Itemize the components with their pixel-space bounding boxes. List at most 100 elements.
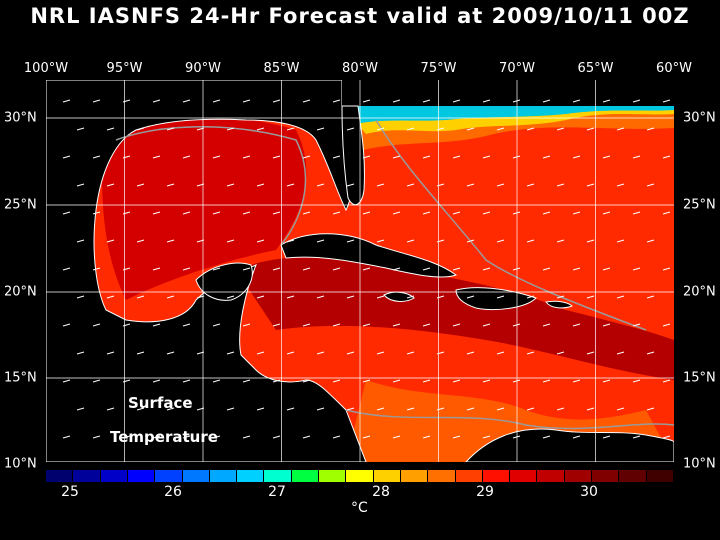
wind-arrow xyxy=(662,155,671,159)
longitude-label: 65°W xyxy=(577,61,614,76)
wind-arrow xyxy=(332,211,341,215)
longitude-label: 75°W xyxy=(420,61,457,76)
wind-arrow xyxy=(302,379,311,383)
wind-arrow xyxy=(152,211,161,215)
wind-arrow xyxy=(182,323,191,327)
wind-arrow xyxy=(452,211,461,215)
colorbar-swatch xyxy=(537,470,565,482)
wind-arrow xyxy=(212,379,221,383)
wind-arrow xyxy=(76,351,85,355)
latitude-label: 30°N xyxy=(4,110,37,126)
wind-arrow xyxy=(106,351,115,355)
wind-arrow xyxy=(422,211,431,215)
colorbar xyxy=(46,470,674,482)
wind-arrow xyxy=(602,267,611,271)
wind-arrow xyxy=(646,127,655,131)
colorbar-swatch xyxy=(400,470,429,482)
wind-arrow xyxy=(76,295,85,299)
colorbar-swatch xyxy=(182,470,210,482)
wind-arrow xyxy=(272,267,281,271)
wind-arrow xyxy=(226,127,235,131)
wind-arrow xyxy=(62,323,71,327)
colorbar-swatch xyxy=(455,470,483,482)
wind-arrow xyxy=(376,239,385,243)
wind-arrow xyxy=(406,239,415,243)
wind-arrow xyxy=(92,211,101,215)
wind-arrow xyxy=(122,323,131,327)
wind-arrow xyxy=(526,407,535,411)
wind-arrow xyxy=(362,379,371,383)
wind-arrow xyxy=(196,407,205,411)
wind-arrow xyxy=(122,211,131,215)
wind-arrow xyxy=(586,295,595,299)
wind-arrow xyxy=(362,267,371,271)
colorbar-swatch xyxy=(127,470,156,482)
wind-arrow xyxy=(136,295,145,299)
wind-arrow xyxy=(182,99,191,103)
wind-arrow xyxy=(556,295,565,299)
wind-arrow xyxy=(242,435,251,439)
wind-arrow xyxy=(76,407,85,411)
land-north xyxy=(342,80,674,106)
wind-arrow xyxy=(632,379,641,383)
colorbar-swatch xyxy=(237,470,265,482)
longitude-label: 90°W xyxy=(185,61,221,76)
wind-arrow xyxy=(496,239,505,243)
wind-arrow xyxy=(452,267,461,271)
wind-arrow xyxy=(482,379,491,383)
wind-arrow xyxy=(136,183,145,187)
wind-arrow xyxy=(302,267,311,271)
colorbar-tick-label: 28 xyxy=(372,484,390,500)
wind-arrow xyxy=(256,407,265,411)
wind-arrow xyxy=(406,183,415,187)
wind-arrow xyxy=(436,295,445,299)
wind-arrow xyxy=(376,183,385,187)
wind-arrow xyxy=(106,127,115,131)
wind-arrow xyxy=(556,407,565,411)
wind-arrow xyxy=(332,155,341,159)
wind-arrow xyxy=(496,407,505,411)
longitude-label: 95°W xyxy=(106,61,143,76)
wind-arrows xyxy=(62,99,671,439)
wind-arrow xyxy=(526,183,535,187)
wind-arrow xyxy=(346,295,355,299)
wind-arrow xyxy=(422,267,431,271)
wind-arrow xyxy=(362,323,371,327)
colorbar-swatch xyxy=(155,470,183,482)
wind-arrow xyxy=(332,99,341,103)
latitude-label: 10°N xyxy=(4,456,37,472)
wind-arrow xyxy=(392,267,401,271)
wind-arrow xyxy=(616,351,625,355)
wind-arrow xyxy=(512,211,521,215)
land-florida xyxy=(341,105,365,206)
wind-arrow xyxy=(136,127,145,131)
wind-arrow xyxy=(122,267,131,271)
latitude-label: 15°N xyxy=(683,370,716,386)
wind-arrow xyxy=(256,127,265,131)
wind-arrow xyxy=(242,379,251,383)
wind-arrow xyxy=(392,323,401,327)
wind-arrow xyxy=(106,295,115,299)
wind-arrow xyxy=(256,183,265,187)
wind-arrow xyxy=(226,239,235,243)
wind-arrow xyxy=(272,211,281,215)
wind-arrow xyxy=(346,127,355,131)
colorbar-swatch xyxy=(592,470,620,482)
longitude-label: 100°W xyxy=(23,61,69,76)
wind-arrow xyxy=(602,379,611,383)
wind-arrow xyxy=(572,323,581,327)
wind-arrow xyxy=(482,99,491,103)
wind-arrow xyxy=(346,407,355,411)
wind-arrow xyxy=(166,351,175,355)
wind-arrow xyxy=(362,99,371,103)
wind-arrow xyxy=(512,267,521,271)
wind-arrow xyxy=(362,435,371,439)
wind-arrow xyxy=(602,211,611,215)
wind-arrow xyxy=(482,155,491,159)
colorbar-swatch xyxy=(564,470,593,482)
wind-arrow xyxy=(316,295,325,299)
wind-arrow xyxy=(496,183,505,187)
wind-arrow xyxy=(242,99,251,103)
wind-arrow xyxy=(212,211,221,215)
wind-arrow xyxy=(182,379,191,383)
